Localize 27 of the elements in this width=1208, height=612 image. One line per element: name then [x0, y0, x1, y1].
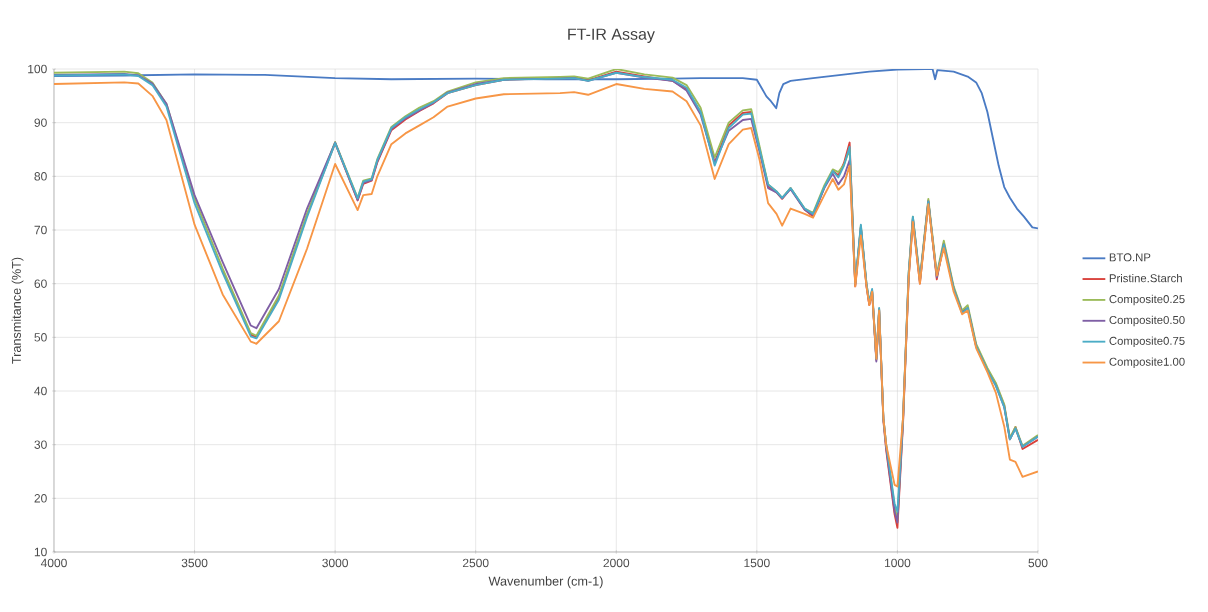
y-tick-label: 10: [34, 547, 47, 557]
y-tick-label: 100: [28, 64, 47, 74]
y-tick-label: 90: [34, 118, 47, 127]
x-axis-title: Wavenumber (cm-1): [488, 576, 603, 589]
x-tick-label: 500: [1028, 558, 1048, 568]
y-tick-label: 80: [34, 172, 47, 181]
legend-label: Composite0.50: [1109, 315, 1185, 327]
x-tick-label: 3000: [322, 558, 349, 568]
legend-label: Composite0.75: [1109, 336, 1185, 348]
chart-title: FT-IR Assay: [568, 28, 655, 43]
y-tick-label: 70: [34, 225, 47, 235]
x-tick-label: 4000: [40, 558, 67, 568]
y-tick-label: 30: [34, 440, 47, 449]
x-tick-label: 1500: [744, 558, 770, 568]
x-tick-label: 3500: [181, 558, 208, 568]
y-tick-label: 50: [34, 333, 47, 342]
x-tick-label: 2500: [462, 558, 489, 568]
legend-label: Composite0.25: [1109, 294, 1185, 306]
y-axis-title: Transmitance (%T): [11, 257, 24, 364]
legend-label: BTO.NP: [1109, 253, 1151, 262]
y-tick-label: 20: [34, 494, 47, 503]
legend-label: Pristine.Starch: [1109, 273, 1182, 283]
legend-label: Composite1.00: [1109, 357, 1185, 368]
y-tick-label: 40: [34, 386, 47, 396]
y-tick-label: 60: [34, 279, 47, 288]
x-tick-label: 1000: [884, 558, 911, 568]
x-tick-label: 2000: [603, 558, 630, 568]
